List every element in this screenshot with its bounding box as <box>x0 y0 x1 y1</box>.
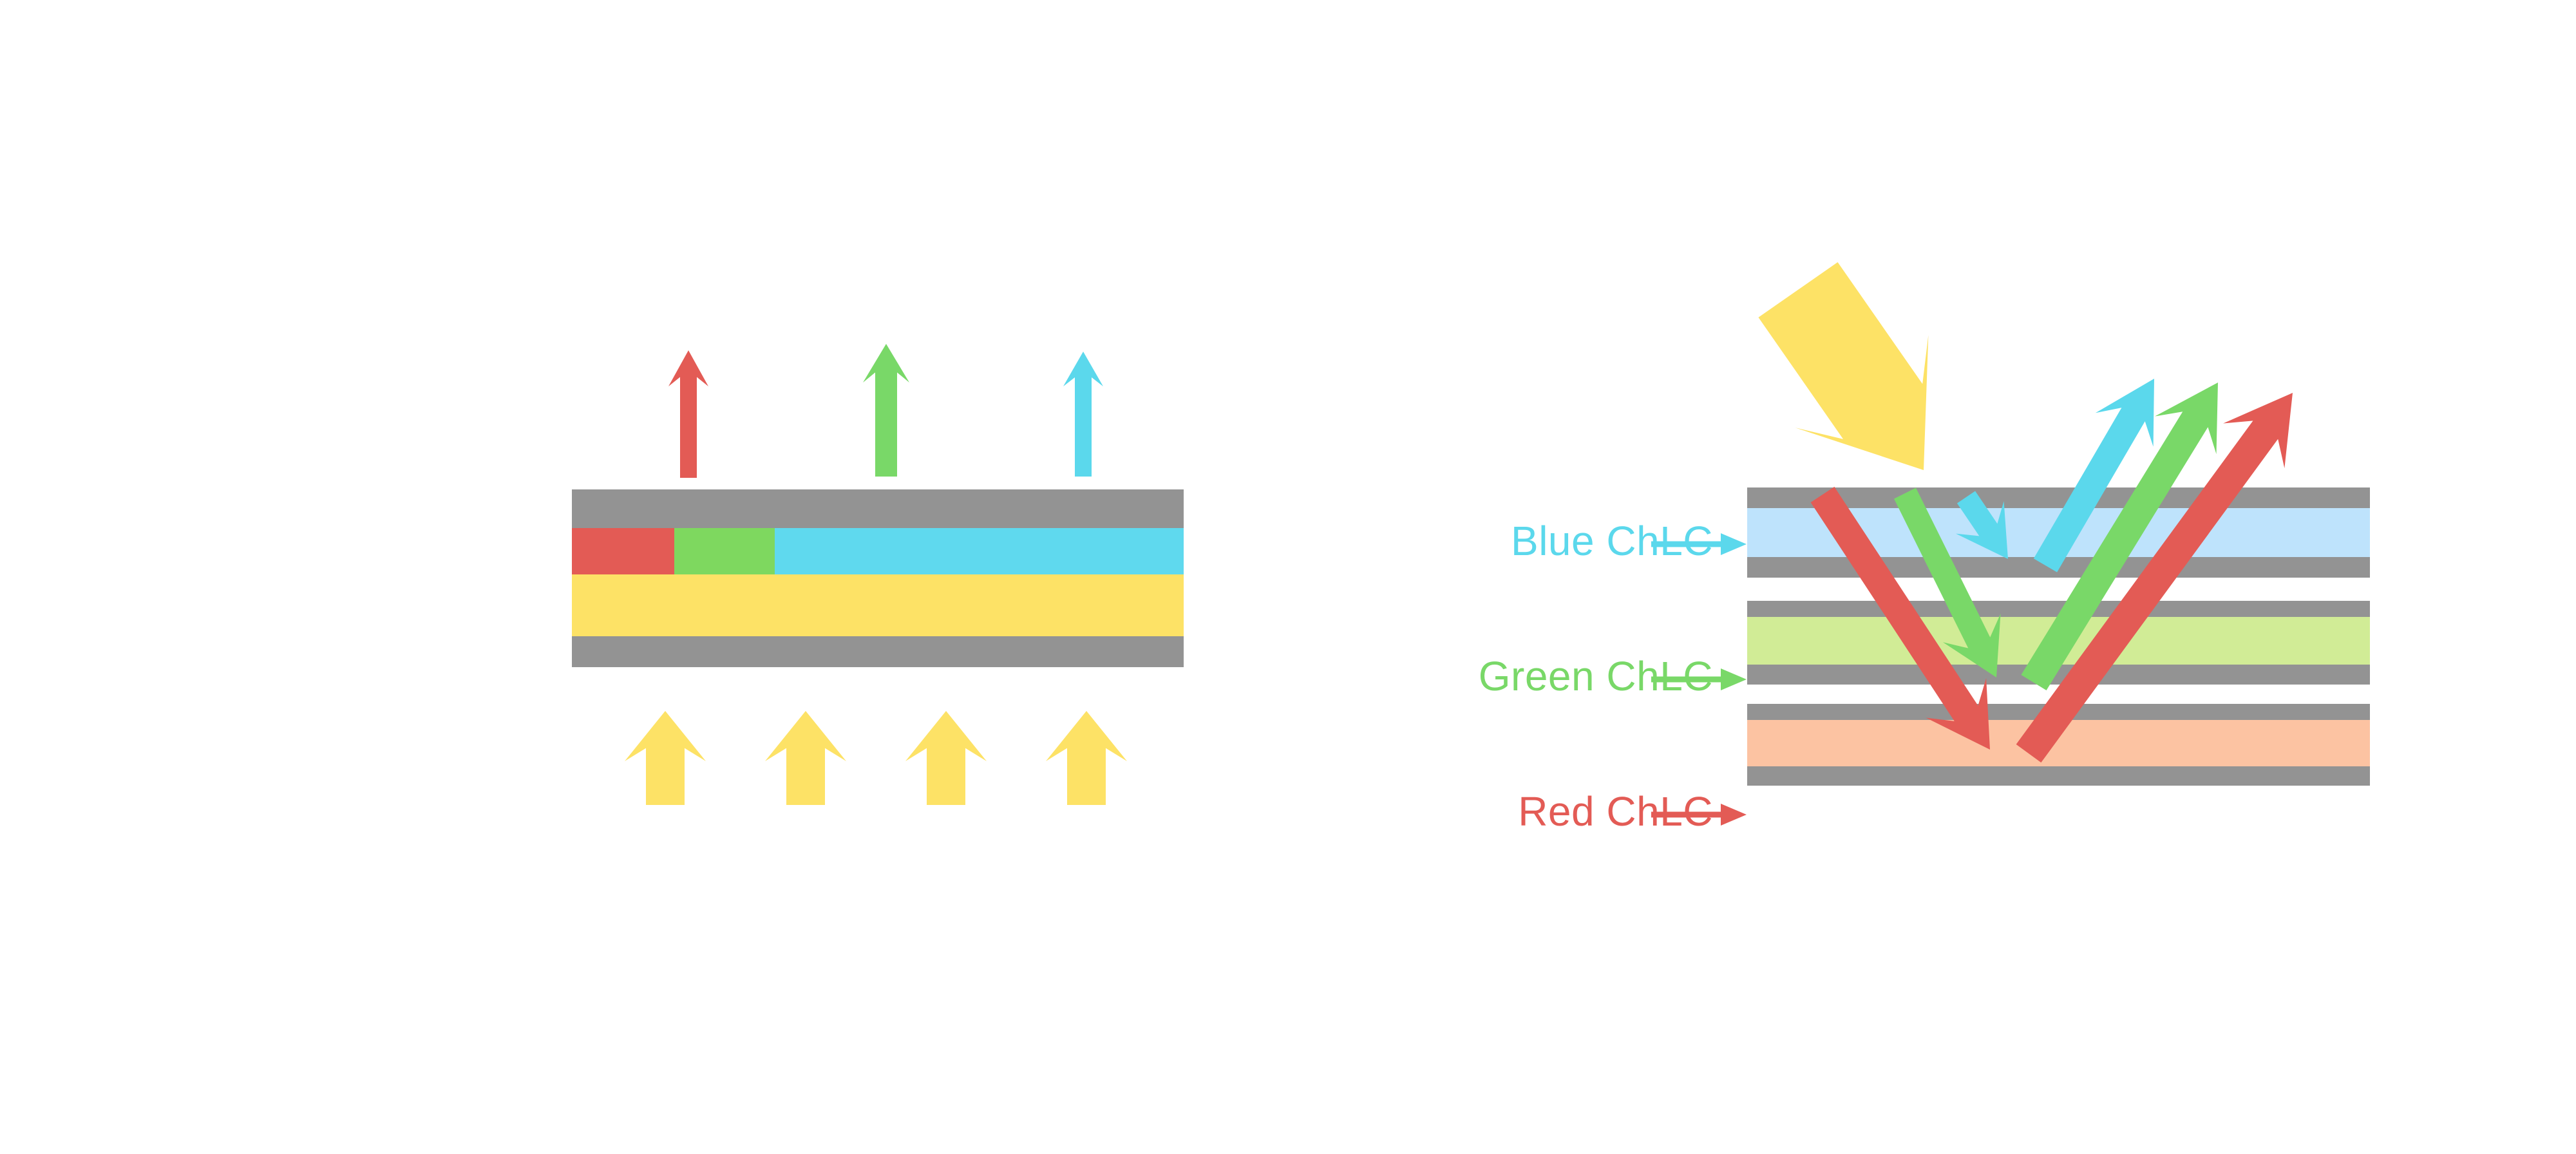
blue-reflected-ray <box>2033 379 2154 572</box>
incident-white-light-arrow <box>1758 262 1929 470</box>
green-chlc-label: Green ChLC <box>1479 653 1713 699</box>
green-subpixel <box>674 528 775 574</box>
backlight-arrow-4 <box>1046 711 1127 805</box>
green-incoming-ray <box>1893 487 2001 677</box>
red-incoming-ray <box>1810 486 1990 750</box>
left-panel-stack <box>572 489 1184 667</box>
right-labels-group: Blue ChLC Green ChLC Red ChLC <box>1479 518 1747 835</box>
backlight-layer <box>572 574 1184 636</box>
red-chlc-label-arrow <box>1651 804 1747 826</box>
right-light-paths-group <box>1810 379 2293 763</box>
cyan-subpixel <box>775 528 1184 574</box>
top-electrode <box>572 489 1184 528</box>
red-reflected-ray <box>2016 393 2293 763</box>
red-subpixel <box>572 528 674 574</box>
blue-chlc-top-electrode <box>1747 487 2370 508</box>
backlight-arrow-3 <box>905 711 987 805</box>
left-emitted-arrows-group <box>668 344 1103 478</box>
red-emitted-arrow <box>668 350 708 478</box>
backlight-arrow-1 <box>625 711 706 805</box>
blue-incoming-ray <box>1956 491 2008 559</box>
green-emitted-arrow <box>863 344 909 477</box>
blue-chlc-label: Blue ChLC <box>1511 518 1713 564</box>
backlight-arrow-2 <box>765 711 846 805</box>
blue-chlc-label-arrow <box>1651 533 1747 555</box>
green-chlc-label-arrow <box>1651 668 1747 690</box>
red-chlc-label: Red ChLC <box>1518 788 1713 835</box>
right-panel-group: Blue ChLC Green ChLC Red ChLC <box>1479 262 2370 835</box>
green-reflected-ray <box>2021 383 2218 691</box>
left-backlight-arrows-group <box>625 711 1127 805</box>
bottom-electrode <box>572 636 1184 667</box>
cyan-emitted-arrow <box>1063 352 1103 477</box>
left-panel-group <box>572 344 1184 805</box>
red-chlc-bottom-electrode <box>1747 766 2370 786</box>
gap-1 <box>1747 578 2370 601</box>
